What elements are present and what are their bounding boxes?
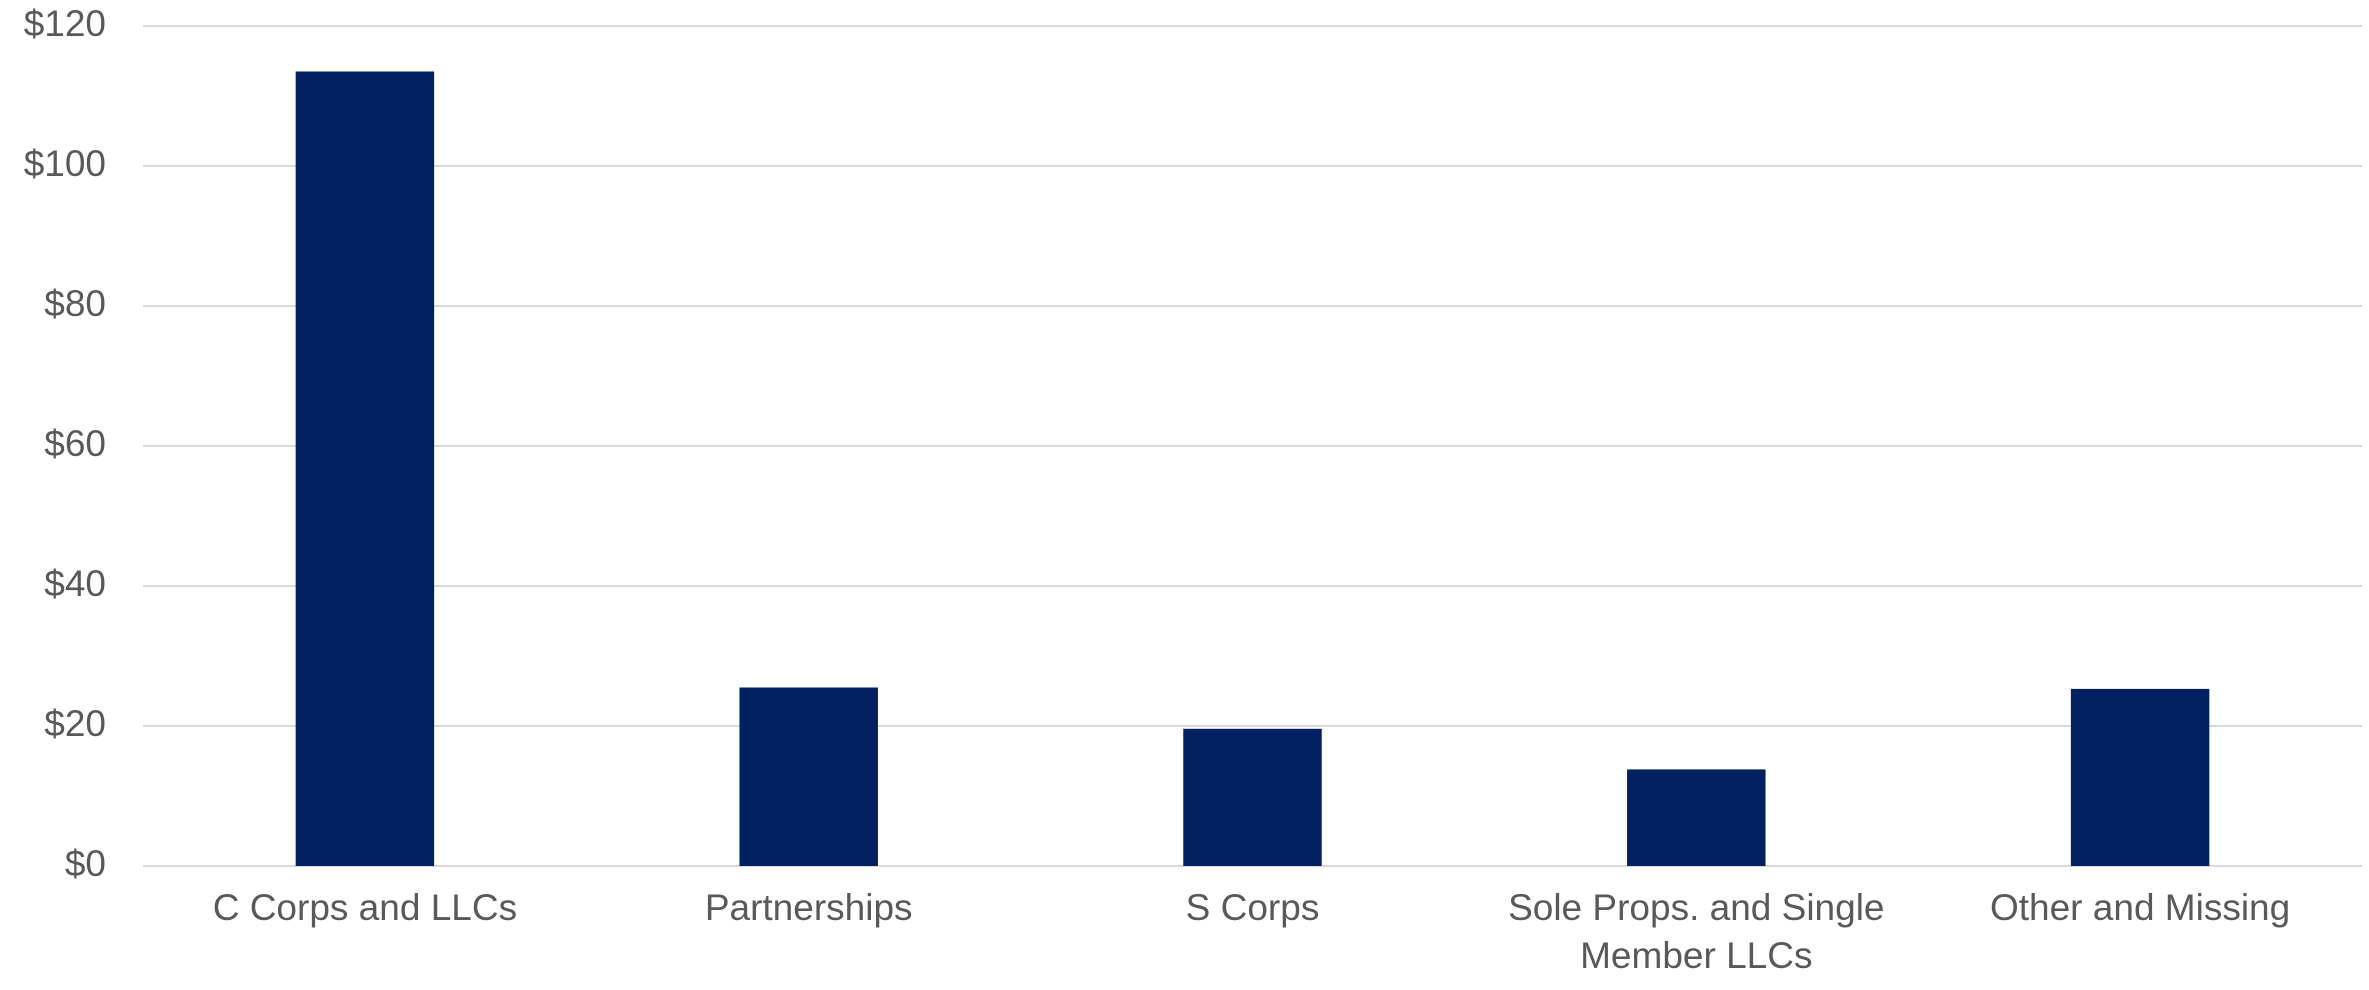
bar bbox=[1627, 769, 1766, 866]
x-tick-label: Sole Props. and Single Member LLCs bbox=[1508, 887, 1885, 976]
y-tick-label: $20 bbox=[44, 703, 106, 744]
y-tick-label: $100 bbox=[24, 143, 106, 184]
bar bbox=[295, 71, 435, 866]
bar bbox=[1183, 728, 1322, 866]
y-tick-label: $80 bbox=[44, 283, 106, 324]
x-tick-label: C Corps and LLCs bbox=[212, 887, 518, 928]
y-tick-label: $0 bbox=[65, 843, 106, 884]
x-tick-label: S Corps bbox=[1185, 887, 1320, 928]
y-tick-label: $120 bbox=[24, 3, 106, 44]
y-tick-label: $40 bbox=[44, 563, 106, 604]
bar bbox=[2070, 688, 2210, 866]
x-tick-label: Partnerships bbox=[704, 887, 913, 928]
bar bbox=[739, 687, 878, 866]
y-tick-label: $60 bbox=[44, 423, 106, 464]
x-tick-label: Other and Missing bbox=[1989, 887, 2291, 928]
